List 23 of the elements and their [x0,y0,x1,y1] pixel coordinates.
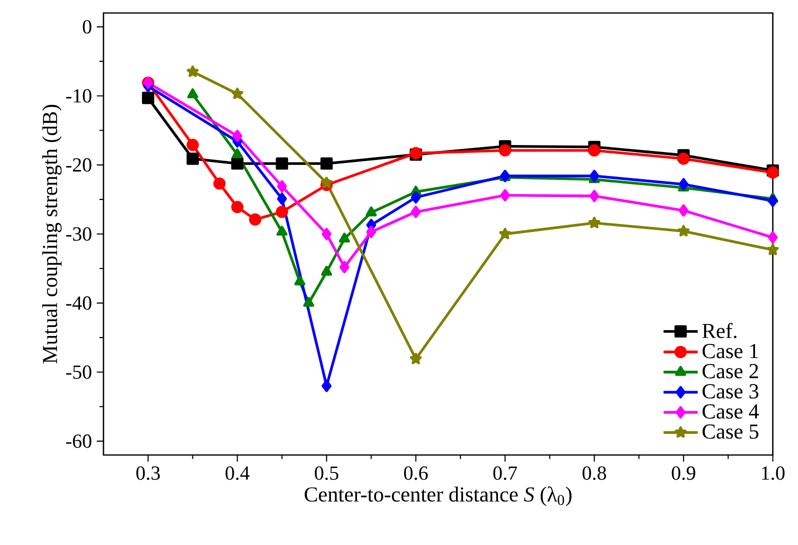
x-tick-label: 1.0 [762,466,785,480]
x-tick-label: 0.8 [582,466,606,480]
y-tick-label: -50 [66,365,92,379]
y-tick-label: 0 [82,20,92,34]
legend-label: Case 3 [702,384,758,399]
x-tick-label: 0.9 [672,466,696,480]
legend-label: Case 4 [702,404,759,419]
y-axis-title: Mutual coupling strength (dB) [42,104,62,364]
y-tick-label: -20 [66,158,92,172]
x-tick-label: 0.3 [136,466,160,480]
x-tick-label: 0.6 [404,466,428,480]
y-tick-label: -40 [66,296,92,310]
legend-label: Case 5 [702,424,758,439]
x-tick-label: 0.4 [226,466,250,480]
x-tick-label: 0.5 [314,466,338,480]
x-axis-title: Center-to-center distance S (λ$_{0}$) [304,486,572,506]
y-tick-label: -60 [66,434,92,448]
y-tick-label: -30 [66,227,92,241]
x-tick-label: 0.7 [493,466,517,480]
legend-label: Ref. [702,322,736,338]
legend-label: Case 1 [702,344,758,358]
y-tick-label: -10 [66,89,92,103]
legend-label: Case 2 [702,364,758,378]
